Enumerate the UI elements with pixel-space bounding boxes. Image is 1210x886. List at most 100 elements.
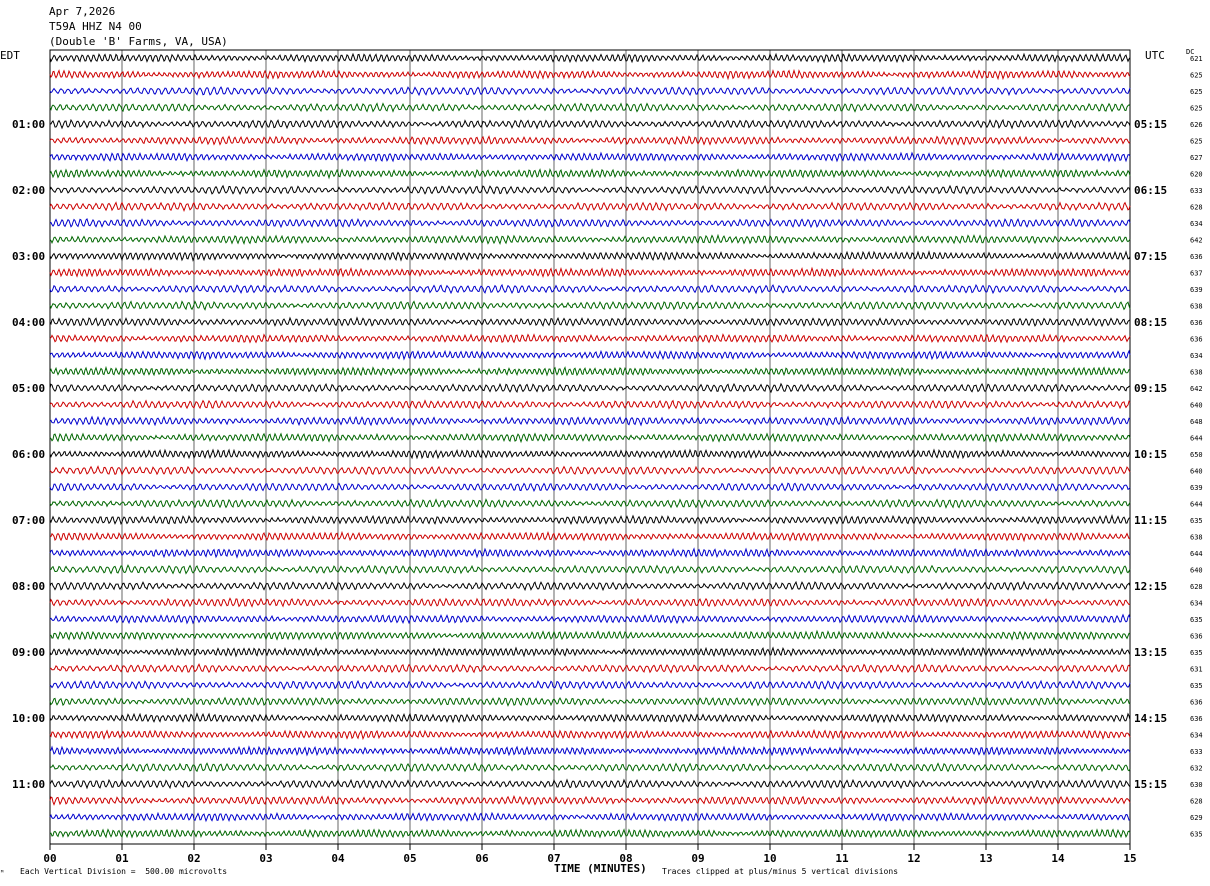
trace-line <box>49 68 1131 81</box>
edt-hour-label: 11:00 <box>12 778 45 791</box>
trace-line <box>49 382 1131 394</box>
trace-line <box>49 646 1131 658</box>
dc-offset-label: 650 <box>1190 451 1203 459</box>
edt-hour-label: 08:00 <box>12 580 45 593</box>
dc-offset-label: 621 <box>1190 55 1203 63</box>
trace-line <box>49 465 1131 476</box>
dc-offset-label: 636 <box>1190 715 1203 723</box>
x-tick-label: 07 <box>547 852 560 865</box>
x-tick-label: 12 <box>907 852 920 865</box>
trace-line <box>49 530 1131 543</box>
trace-line <box>49 448 1131 460</box>
dc-offset-label: 640 <box>1190 402 1203 410</box>
trace-line <box>49 828 1131 839</box>
utc-hour-label: 08:15 <box>1134 316 1167 329</box>
dc-offset-label: 629 <box>1190 814 1203 822</box>
clipping-note: Traces clipped at plus/minus 5 vertical … <box>662 867 899 876</box>
dc-offset-label: 636 <box>1190 319 1203 327</box>
trace-line <box>49 811 1131 823</box>
dc-offset-label: 630 <box>1190 781 1203 789</box>
dc-offset-label: 636 <box>1190 699 1203 707</box>
edt-hour-label: 05:00 <box>12 382 45 395</box>
dc-offset-label: 625 <box>1190 72 1203 80</box>
trace-line <box>49 316 1131 328</box>
dc-offset-label: 636 <box>1190 336 1203 344</box>
trace-line <box>49 679 1131 691</box>
utc-hour-label: 14:15 <box>1134 712 1167 725</box>
edt-hour-label: 07:00 <box>12 514 45 527</box>
dc-offset-label: 640 <box>1190 567 1203 575</box>
plot-frame <box>49 49 1131 845</box>
edt-hour-label: 06:00 <box>12 448 45 461</box>
left-timezone-label: EDT <box>0 49 20 62</box>
trace-line <box>49 432 1131 444</box>
trace-line <box>49 514 1131 526</box>
utc-hour-label: 13:15 <box>1134 646 1167 659</box>
utc-hour-label: 11:15 <box>1134 514 1167 527</box>
trace-line <box>49 564 1131 575</box>
trace-line <box>49 795 1131 806</box>
x-tick-label: 09 <box>691 852 704 865</box>
dc-offset-label: 634 <box>1190 220 1203 228</box>
trace-line <box>49 415 1131 427</box>
dc-offset-label: 648 <box>1190 418 1203 426</box>
x-tick-label: 01 <box>115 852 129 865</box>
dc-offset-label: 635 <box>1190 649 1203 657</box>
dc-offset-label: 639 <box>1190 286 1203 294</box>
trace-line <box>49 547 1131 559</box>
edt-hour-label: 04:00 <box>12 316 45 329</box>
dc-offset-label: 635 <box>1190 616 1203 624</box>
trace-line <box>49 365 1131 377</box>
dc-offset-label: 634 <box>1190 732 1203 740</box>
dc-offset-label: 640 <box>1190 468 1203 476</box>
dc-offset-label: 635 <box>1190 682 1203 690</box>
x-tick-label: 08 <box>619 852 632 865</box>
dc-offset-label: 644 <box>1190 501 1203 509</box>
trace-line <box>49 712 1131 724</box>
vertical-scale-note: Each Vertical Division = 500.00 microvol… <box>20 867 228 876</box>
dc-offset-label: 638 <box>1190 369 1203 377</box>
x-tick-label: 15 <box>1123 852 1136 865</box>
x-tick-label: 06 <box>475 852 489 865</box>
header-location: (Double 'B' Farms, VA, USA) <box>49 35 228 48</box>
utc-hour-label: 10:15 <box>1134 448 1167 461</box>
x-axis-title: TIME (MINUTES) <box>554 862 647 875</box>
dc-offset-label: 644 <box>1190 435 1203 443</box>
trace-line <box>49 151 1131 163</box>
dc-offset-label: 634 <box>1190 600 1203 608</box>
trace-line <box>49 250 1131 262</box>
dc-offset-label: 632 <box>1190 765 1203 773</box>
trace-line <box>49 597 1131 608</box>
trace-line <box>49 168 1131 180</box>
dc-offset-label: 642 <box>1190 385 1203 393</box>
dc-offset-label: 628 <box>1190 583 1203 591</box>
dc-offset-label: 631 <box>1190 666 1203 674</box>
trace-line <box>49 184 1131 195</box>
trace-line <box>49 399 1131 410</box>
edt-hour-label: 09:00 <box>12 646 45 659</box>
utc-hour-label: 05:15 <box>1134 118 1167 131</box>
trace-line <box>49 629 1131 641</box>
trace-line <box>49 283 1131 295</box>
trace-line <box>49 762 1131 773</box>
trace-line <box>49 482 1131 492</box>
dc-offset-label: 628 <box>1190 204 1203 212</box>
dc-offset-label: 644 <box>1190 550 1203 558</box>
trace-line <box>49 300 1131 311</box>
dc-offset-label: 636 <box>1190 253 1203 261</box>
trace-line <box>49 663 1131 674</box>
trace-line <box>49 201 1131 212</box>
dc-offset-label: 620 <box>1190 171 1203 179</box>
trace-line <box>49 349 1131 361</box>
dc-offset-label: 634 <box>1190 352 1203 360</box>
header-station: T59A HHZ N4 00 <box>49 20 142 33</box>
x-tick-label: 13 <box>979 852 992 865</box>
dc-offset-label: 635 <box>1190 517 1203 525</box>
header-date: Apr 7,2026 <box>49 5 116 18</box>
dc-offset-label: 625 <box>1190 88 1203 96</box>
utc-hour-label: 06:15 <box>1134 184 1167 197</box>
dc-offset-label: 636 <box>1190 633 1203 641</box>
x-tick-label: 00 <box>43 852 56 865</box>
trace-line <box>49 233 1131 246</box>
